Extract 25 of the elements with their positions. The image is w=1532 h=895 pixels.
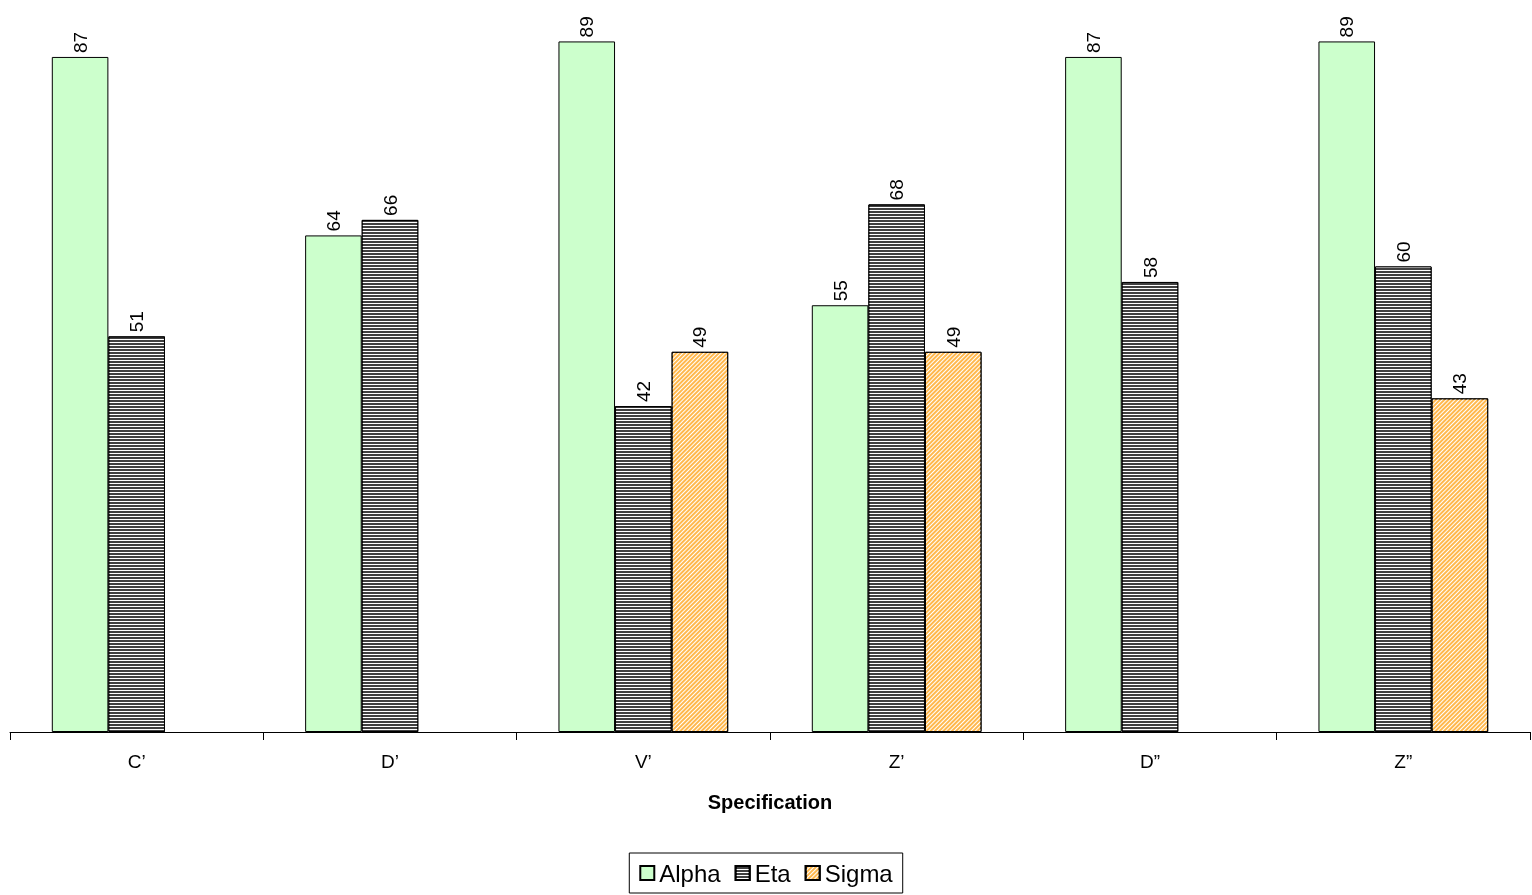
x-tick-label: Z’: [888, 751, 905, 772]
data-label: 89: [1336, 16, 1358, 38]
data-label: 49: [689, 326, 711, 348]
data-label: 64: [322, 209, 344, 232]
data-label: 42: [632, 380, 654, 403]
x-tick-label: C’: [127, 751, 146, 772]
legend-label: Eta: [754, 859, 792, 887]
data-label: 58: [1139, 256, 1161, 278]
legend-label: Sigma: [824, 859, 894, 887]
legend-label: Alpha: [659, 859, 722, 887]
data-label: 87: [1082, 31, 1104, 53]
data-label: 66: [379, 194, 401, 216]
x-tick-label: Z”: [1394, 751, 1413, 772]
data-label: 87: [69, 31, 91, 53]
data-label: 55: [829, 280, 851, 302]
x-axis-title: Specification: [707, 791, 833, 813]
x-tick-label: V’: [634, 751, 652, 772]
data-label: 49: [942, 326, 964, 348]
data-label: 60: [1392, 241, 1414, 263]
data-label: 89: [576, 16, 598, 38]
data-label: 51: [126, 311, 148, 333]
x-tick-label: D”: [1139, 751, 1161, 772]
data-label: 68: [886, 179, 908, 201]
data-label: 43: [1449, 373, 1471, 395]
x-tick-label: D’: [381, 751, 399, 772]
